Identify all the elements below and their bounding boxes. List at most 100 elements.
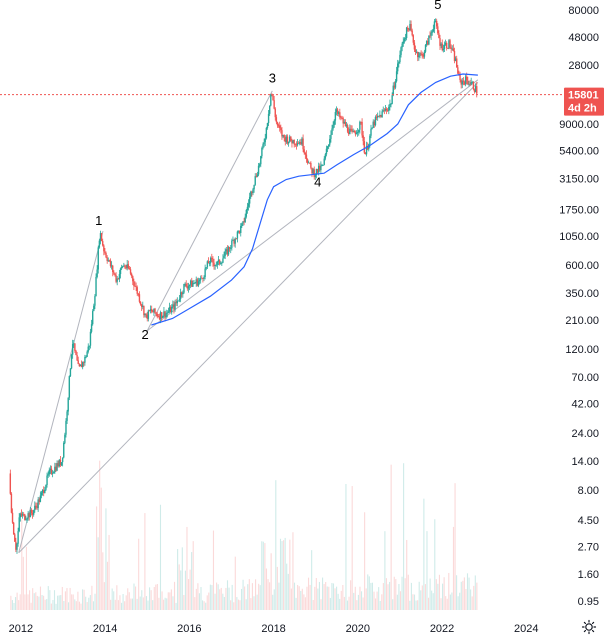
volume-bar xyxy=(370,582,372,610)
candle-body xyxy=(456,58,458,68)
candle-body xyxy=(272,95,274,101)
volume-bar xyxy=(211,585,213,610)
candle-body xyxy=(166,312,168,314)
candle-body xyxy=(66,411,68,421)
candle-body xyxy=(213,262,215,266)
price-axis[interactable]: 80000 48000 28000 9000.00 5400.00 3150.00 1750… xyxy=(559,5,599,608)
time-axis[interactable]: 2012 2014 2016 2018 2020 2022 2024 xyxy=(9,623,539,635)
volume-bar xyxy=(159,504,162,610)
volume-bar xyxy=(466,573,469,610)
volume-bar xyxy=(473,585,475,610)
candle-body xyxy=(389,103,391,107)
volume-bar xyxy=(36,595,38,610)
y-tick-label: 70.00 xyxy=(571,372,599,384)
volume-bar xyxy=(11,600,13,610)
candle-body xyxy=(104,251,106,254)
x-tick-label: 2022 xyxy=(430,623,454,635)
candle-body xyxy=(105,253,107,258)
volume-bar xyxy=(476,582,478,610)
candle-body xyxy=(139,301,142,305)
candle-body xyxy=(305,154,308,160)
candle-body xyxy=(268,105,271,114)
candle-body xyxy=(443,44,446,49)
volume-bar xyxy=(94,593,96,610)
candle-body xyxy=(303,149,305,154)
volume-bar xyxy=(289,539,291,610)
candle-body xyxy=(319,165,321,171)
candle-body xyxy=(185,283,187,287)
candle-body xyxy=(248,196,251,204)
volume-bar xyxy=(385,578,388,610)
volume-bar xyxy=(119,595,121,610)
candle-body xyxy=(157,316,160,317)
volume-bar xyxy=(135,586,137,610)
volume-bar xyxy=(262,541,264,610)
candle-body xyxy=(432,28,435,32)
volume-bar xyxy=(265,568,268,610)
volume-bar xyxy=(364,512,366,610)
candle-body xyxy=(244,216,246,223)
candle-body xyxy=(283,134,285,138)
volume-bar xyxy=(255,579,257,610)
volume-bar xyxy=(77,591,79,610)
candle-body xyxy=(222,258,224,263)
trendline[interactable] xyxy=(146,90,273,332)
candle-body xyxy=(261,147,263,157)
candle-body xyxy=(326,146,329,149)
candle-body xyxy=(242,221,244,224)
volume-bar xyxy=(258,583,260,610)
volume-bar xyxy=(147,600,149,610)
candle-body xyxy=(462,80,465,82)
candle-body xyxy=(65,420,67,435)
candle-body xyxy=(452,48,455,51)
volume-bar xyxy=(345,483,347,610)
volume-bar xyxy=(27,594,29,610)
candle-body xyxy=(55,466,57,471)
volume-bar xyxy=(30,602,32,610)
candle-body xyxy=(182,292,184,295)
trendline[interactable] xyxy=(18,231,104,553)
candle-body xyxy=(235,238,237,240)
candle-body xyxy=(114,273,116,276)
candle-body xyxy=(369,135,371,145)
candle-body xyxy=(310,163,312,168)
candle-body xyxy=(370,128,372,136)
trendline[interactable] xyxy=(146,79,479,332)
candle-body xyxy=(382,110,384,112)
volume-bar xyxy=(452,526,455,610)
volume-bar xyxy=(300,590,302,610)
candle-body xyxy=(217,259,220,262)
candle-body xyxy=(394,81,397,88)
candle-body xyxy=(463,81,466,85)
candle-body xyxy=(321,165,323,166)
volume-bar xyxy=(375,598,377,610)
volume-bar xyxy=(290,588,292,610)
volume-bar xyxy=(459,592,461,610)
volume-bar xyxy=(46,599,48,610)
candle-body xyxy=(86,351,88,357)
volume-bar xyxy=(24,594,26,610)
candle-body xyxy=(281,130,283,137)
candle-body xyxy=(311,167,313,174)
candle-body xyxy=(409,24,411,31)
volume-bar xyxy=(317,588,319,610)
candle-body xyxy=(373,121,376,126)
volume-bar xyxy=(451,592,453,610)
candle-body xyxy=(471,82,473,83)
volume-bar xyxy=(117,600,119,610)
volume-bar xyxy=(318,581,320,610)
candle-body xyxy=(352,130,354,132)
candle-body xyxy=(286,136,289,144)
candle-body xyxy=(254,176,256,185)
volume-bar xyxy=(409,600,411,610)
candle-body xyxy=(473,89,476,92)
volume-bar xyxy=(320,599,322,610)
volume-bar xyxy=(80,603,82,610)
candle-body xyxy=(292,139,294,144)
volume-bar xyxy=(343,596,345,610)
trendline[interactable] xyxy=(18,82,479,554)
candle-body xyxy=(232,240,234,242)
candle-body xyxy=(70,354,73,369)
settings-gear-icon[interactable] xyxy=(581,619,597,635)
